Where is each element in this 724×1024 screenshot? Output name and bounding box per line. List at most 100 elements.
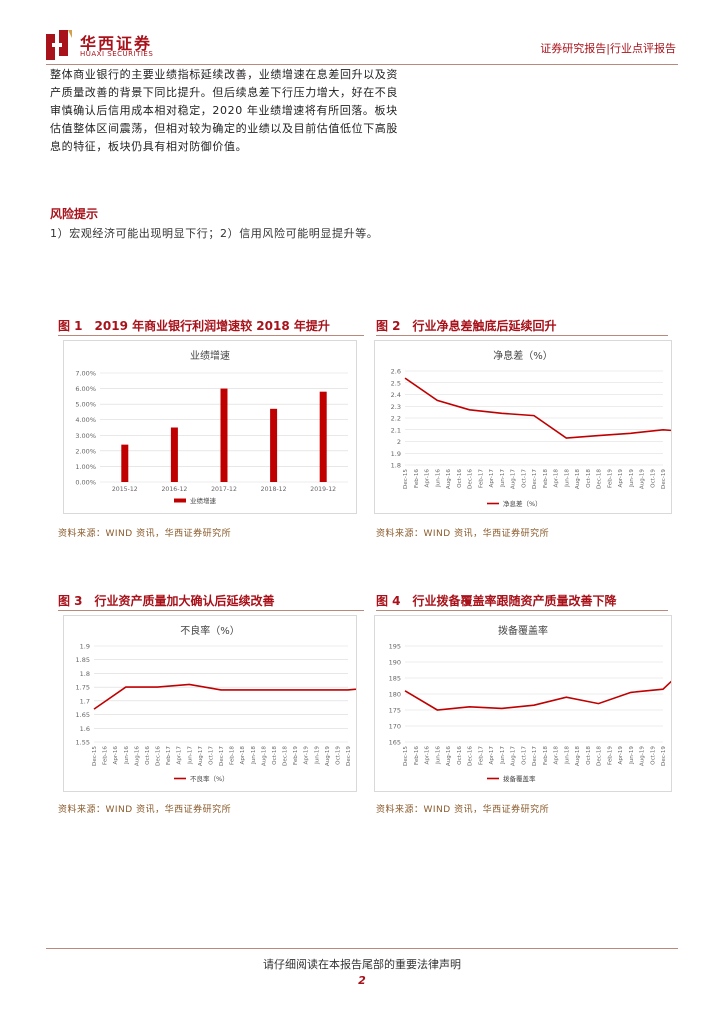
x-tick-label: Jun-17	[187, 746, 193, 765]
figure-2-frame: 净息差（%） 1.8 1.9 2 2.1 2.2 2.3 2.4 2.5 2.6 Dec-15 Feb…	[374, 340, 724, 514]
x-tick-label: Apr-19	[304, 746, 310, 765]
y-tick-label: 1.00%	[75, 463, 96, 471]
x-tick-label: Feb-16	[414, 746, 420, 765]
x-tick-label: Aug-17	[511, 469, 517, 489]
y-tick-label: 170	[389, 723, 401, 731]
x-tick-label: Oct-19	[335, 746, 341, 765]
y-tick-label: 3.00%	[75, 432, 96, 440]
figure-1-title: 图 1 2019 年商业银行利润增速较 2018 年提升	[58, 319, 330, 333]
x-tick-label: Dec-16	[468, 746, 474, 766]
footer-disclaimer: 请仔细阅读在本报告尾部的重要法律声明	[263, 958, 461, 971]
logo-icon	[46, 30, 72, 60]
x-tick-label: Dec-18	[283, 746, 289, 766]
x-tick-label: Oct-16	[457, 746, 463, 765]
y-tick-label: 1.9	[80, 643, 90, 651]
x-tick-label: Oct-16	[457, 469, 463, 488]
figure-4-rule	[376, 610, 668, 611]
x-tick-label: Jun-19	[629, 469, 635, 488]
y-tick-label: 195	[389, 643, 401, 651]
x-tick-label: Jun-19	[314, 746, 320, 765]
x-tick-label: Dec-17	[532, 746, 538, 766]
chart-title: 业绩增速	[190, 349, 230, 362]
x-tick-label: Dec-15	[403, 746, 409, 766]
figure-4-frame: 拨备覆盖率 165 170 175 180 185 190 195 Dec-15 Feb-16 Ap…	[374, 615, 724, 792]
y-tick-label: 1.65	[76, 711, 90, 719]
x-tick-label: Jun-18	[564, 746, 570, 765]
y-tick-label: 4.00%	[75, 416, 96, 424]
x-tick-label: Feb-18	[230, 746, 236, 765]
y-tick-label: 2.1	[391, 426, 401, 434]
x-tick-label: Feb-19	[293, 746, 299, 765]
bar	[319, 391, 327, 482]
x-tick-label: Feb-18	[543, 469, 549, 488]
x-tick-label: Jun-19	[629, 746, 635, 765]
x-tick-label: Jun-18	[251, 746, 257, 765]
x-tick-label: Dec-15	[403, 469, 409, 489]
x-tick-label: Apr-18	[240, 746, 246, 765]
x-tick-label: Aug-18	[261, 746, 267, 766]
y-tick-label: 180	[389, 691, 401, 699]
figure-1-frame: 业绩增速 0.00% 1.00% 2.00% 3.00% 4.00% 5.00% 6.00% 7…	[63, 340, 357, 514]
x-tick-label: Dec-15	[92, 746, 98, 766]
y-tick-label: 175	[389, 707, 401, 715]
y-tick-label: 0.00%	[75, 479, 96, 487]
y-tick-label: 6.00%	[75, 385, 96, 393]
x-tick-label: 2015-12	[112, 486, 138, 493]
figure-4-title: 图 4 行业拨备覆盖率跟随资产质量改善下降	[376, 594, 617, 608]
x-tick-label: Jun-17	[500, 469, 506, 488]
figure-2-rule	[376, 335, 668, 336]
x-tick-label: Apr-17	[177, 746, 183, 765]
y-tick-label: 185	[389, 675, 401, 683]
y-tick-label: 1.8	[391, 462, 401, 470]
series-line	[404, 377, 724, 439]
x-tick-label: Apr-16	[425, 469, 431, 488]
x-tick-label: Apr-19	[618, 469, 624, 488]
x-tick-label: Aug-18	[575, 746, 581, 766]
chart-title: 拨备覆盖率	[498, 624, 548, 637]
figure-4-source: 资料来源：WIND 资讯，华西证券研究所	[376, 805, 550, 815]
body-paragraph: 整体商业银行的主要业绩指标延续改善，业绩增速在息差回升以及资产质量改善的背景下同…	[50, 68, 398, 153]
x-tick-label: Feb-19	[607, 469, 613, 488]
x-tick-label: Aug-16	[134, 746, 140, 766]
y-tick-label: 2.5	[391, 379, 401, 387]
x-tick-label: Aug-19	[325, 746, 331, 766]
x-tick-label: Dec-17	[219, 746, 225, 766]
legend-label: 业绩增速	[190, 496, 217, 505]
x-tick-label: Oct-18	[272, 746, 278, 765]
x-tick-label: Dec-18	[597, 469, 603, 489]
chart-title: 不良率（%）	[180, 624, 240, 637]
bar	[170, 427, 178, 482]
x-tick-label: Oct-16	[145, 746, 151, 765]
x-tick-label: Aug-17	[198, 746, 204, 766]
x-tick-label: Apr-16	[113, 746, 119, 765]
y-tick-label: 5.00%	[75, 401, 96, 409]
x-tick-label: Feb-16	[414, 469, 420, 488]
x-tick-label: Apr-18	[554, 746, 560, 765]
legend-label: 净息差（%）	[503, 499, 542, 508]
brand-name-en: HUAXI SECURITIES	[80, 50, 154, 58]
y-tick-label: 1.55	[76, 739, 90, 747]
x-tick-label: Aug-19	[640, 469, 646, 489]
figure-1-source: 资料来源：WIND 资讯，华西证券研究所	[58, 529, 232, 539]
x-tick-label: 2019-12	[310, 486, 336, 493]
x-tick-label: Feb-17	[478, 469, 484, 488]
bar	[270, 408, 278, 482]
x-tick-label: Oct-19	[650, 469, 656, 488]
chart-title: 净息差（%）	[493, 349, 553, 362]
figure-2-title: 图 2 行业净息差触底后延续回升	[376, 319, 557, 333]
x-tick-label: Jun-16	[435, 746, 441, 765]
page-number: 2	[358, 974, 366, 987]
x-tick-label: Feb-19	[607, 746, 613, 765]
x-tick-label: Aug-16	[446, 469, 452, 489]
x-tick-label: Dec-17	[532, 469, 538, 489]
y-tick-label: 2.3	[391, 403, 401, 411]
x-tick-label: Dec-19	[661, 746, 667, 766]
x-tick-label: 2018-12	[261, 486, 287, 493]
series-line	[404, 657, 724, 711]
x-tick-label: Feb-17	[166, 746, 172, 765]
chart-2-line: 净息差（%） 1.8 1.9 2 2.1 2.2 2.3 2.4 2.5 2.6 Dec-15 Feb…	[391, 349, 724, 508]
risk-text: 1）宏观经济可能出现明显下行；2）信用风险可能明显提升等。	[50, 227, 379, 240]
y-tick-label: 1.9	[391, 450, 401, 458]
x-tick-label: Oct-17	[521, 469, 527, 488]
x-tick-label: Feb-16	[103, 746, 109, 765]
